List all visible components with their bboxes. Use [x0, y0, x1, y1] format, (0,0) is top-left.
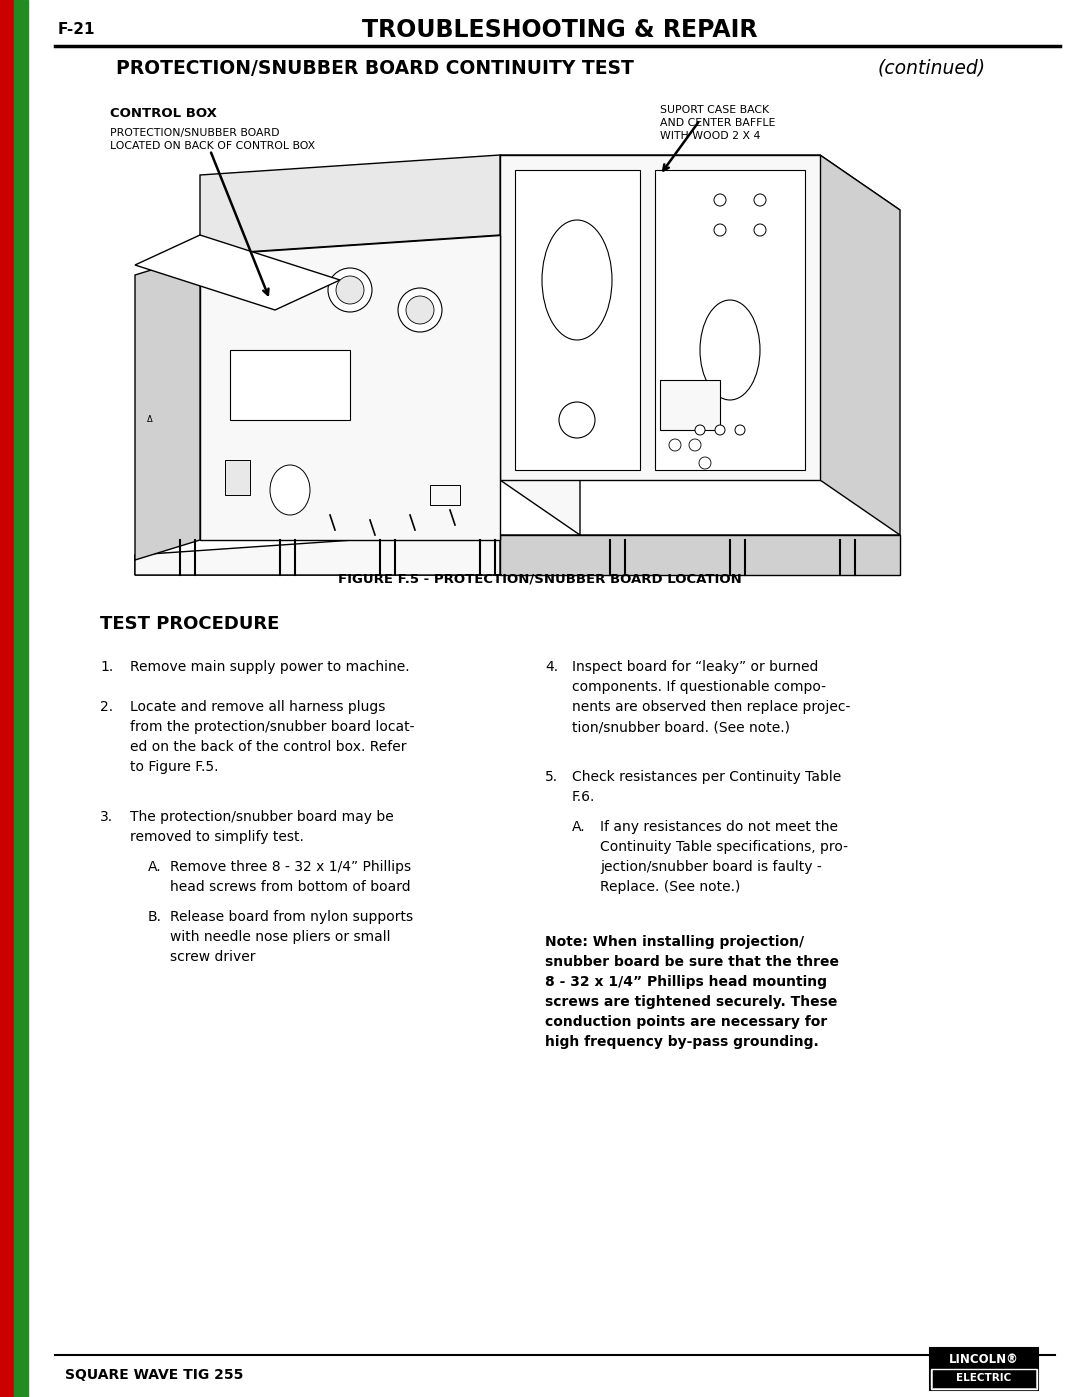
Circle shape — [754, 194, 766, 205]
Text: LINCOLN®: LINCOLN® — [949, 1354, 1018, 1366]
Polygon shape — [200, 155, 500, 256]
Bar — [230, 351, 350, 420]
Circle shape — [696, 425, 705, 434]
Polygon shape — [135, 256, 200, 560]
Circle shape — [735, 425, 745, 434]
Text: Inspect board for “leaky” or burned
components. If questionable compo-
nents are: Inspect board for “leaky” or burned comp… — [572, 659, 850, 735]
Text: F-21: F-21 — [58, 22, 95, 38]
Circle shape — [669, 439, 681, 451]
Bar — [430, 485, 460, 504]
Text: The protection/snubber board may be
removed to simplify test.: The protection/snubber board may be remo… — [130, 810, 394, 844]
Polygon shape — [820, 155, 900, 535]
Circle shape — [699, 457, 711, 469]
Ellipse shape — [700, 300, 760, 400]
Polygon shape — [654, 170, 805, 469]
Bar — [930, 1348, 1038, 1390]
Circle shape — [399, 288, 442, 332]
Polygon shape — [135, 235, 340, 310]
Circle shape — [336, 277, 364, 305]
Text: Δ: Δ — [147, 415, 153, 425]
Text: Return to Master TOC: Return to Master TOC — [16, 1039, 26, 1130]
Text: TEST PROCEDURE: TEST PROCEDURE — [100, 615, 280, 633]
Text: 4.: 4. — [545, 659, 558, 673]
Circle shape — [714, 194, 726, 205]
Text: Return to Master TOC: Return to Master TOC — [16, 634, 26, 725]
Polygon shape — [500, 155, 580, 535]
Polygon shape — [500, 155, 900, 210]
Text: Locate and remove all harness plugs
from the protection/snubber board locat-
ed : Locate and remove all harness plugs from… — [130, 700, 415, 774]
Text: 1.: 1. — [100, 659, 113, 673]
Text: (continued): (continued) — [878, 59, 986, 77]
Text: Release board from nylon supports
with needle nose pliers or small
screw driver: Release board from nylon supports with n… — [170, 909, 414, 964]
Circle shape — [754, 224, 766, 236]
Circle shape — [328, 268, 372, 312]
Ellipse shape — [542, 219, 612, 339]
Circle shape — [689, 439, 701, 451]
Circle shape — [559, 402, 595, 439]
Circle shape — [714, 224, 726, 236]
Bar — [0, 0, 14, 1397]
Bar — [14, 0, 28, 1397]
Text: Return to Section TOC: Return to Section TOC — [2, 939, 12, 1031]
Text: Remove main supply power to machine.: Remove main supply power to machine. — [130, 659, 409, 673]
Text: TROUBLESHOOTING & REPAIR: TROUBLESHOOTING & REPAIR — [362, 18, 758, 42]
Text: PROTECTION/SNUBBER BOARD
LOCATED ON BACK OF CONTROL BOX: PROTECTION/SNUBBER BOARD LOCATED ON BACK… — [110, 129, 315, 151]
Text: Remove three 8 - 32 x 1/4” Phillips
head screws from bottom of board: Remove three 8 - 32 x 1/4” Phillips head… — [170, 861, 411, 894]
Bar — [660, 380, 720, 430]
Polygon shape — [135, 535, 900, 576]
Text: FIGURE F.5 - PROTECTION/SNUBBER BOARD LOCATION: FIGURE F.5 - PROTECTION/SNUBBER BOARD LO… — [338, 571, 742, 585]
Text: Check resistances per Continuity Table
F.6.: Check resistances per Continuity Table F… — [572, 770, 841, 805]
Bar — [932, 1369, 1036, 1389]
Polygon shape — [500, 155, 820, 481]
Bar — [931, 1369, 1037, 1389]
Circle shape — [406, 296, 434, 324]
Text: A.: A. — [148, 861, 162, 875]
Text: Return to Section TOC: Return to Section TOC — [2, 123, 12, 217]
Polygon shape — [200, 235, 500, 541]
Bar — [225, 460, 249, 495]
Ellipse shape — [270, 465, 310, 515]
Polygon shape — [515, 170, 640, 469]
Text: A.: A. — [572, 820, 585, 834]
Text: B.: B. — [148, 909, 162, 923]
Polygon shape — [500, 535, 900, 576]
Text: PROTECTION/SNUBBER BOARD CONTINUITY TEST: PROTECTION/SNUBBER BOARD CONTINUITY TEST — [116, 59, 634, 77]
Text: 2.: 2. — [100, 700, 113, 714]
Text: If any resistances do not meet the
Continuity Table specifications, pro-
jection: If any resistances do not meet the Conti… — [600, 820, 848, 894]
Text: ELECTRIC: ELECTRIC — [957, 1373, 1012, 1383]
Circle shape — [715, 425, 725, 434]
Text: Return to Section TOC: Return to Section TOC — [2, 534, 12, 627]
Text: CONTROL BOX: CONTROL BOX — [110, 108, 217, 120]
Text: 3.: 3. — [100, 810, 113, 824]
Polygon shape — [135, 529, 500, 576]
Text: SUPORT CASE BACK
AND CENTER BAFFLE
WITH WOOD 2 X 4: SUPORT CASE BACK AND CENTER BAFFLE WITH … — [660, 105, 775, 141]
Text: Return to Master TOC: Return to Master TOC — [16, 225, 26, 316]
Text: Note: When installing projection/
snubber board be sure that the three
8 - 32 x : Note: When installing projection/ snubbe… — [545, 935, 839, 1049]
Text: SQUARE WAVE TIG 255: SQUARE WAVE TIG 255 — [65, 1368, 243, 1382]
Text: 5.: 5. — [545, 770, 558, 784]
